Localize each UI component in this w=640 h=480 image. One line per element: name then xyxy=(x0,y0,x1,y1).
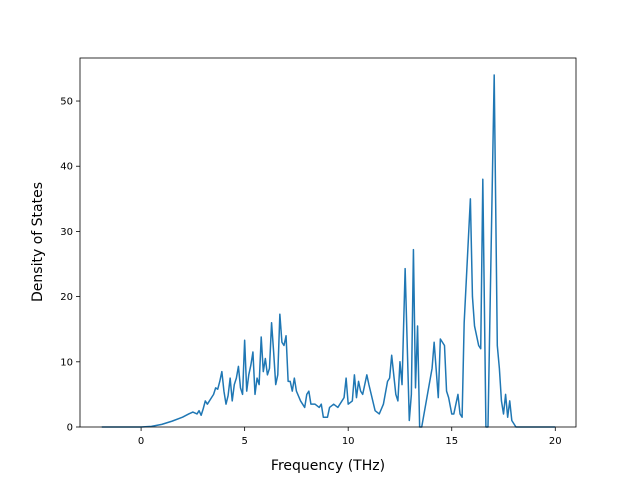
x-tick-label: 0 xyxy=(138,436,144,447)
x-tick-label: 20 xyxy=(549,436,562,447)
data-line xyxy=(101,74,556,428)
plot-frame xyxy=(79,57,577,428)
x-tick-label: 10 xyxy=(342,436,355,447)
x-tick-label: 15 xyxy=(445,436,458,447)
y-tick-label: 50 xyxy=(60,97,73,108)
x-axis-label: Frequency (THz) xyxy=(271,458,385,474)
y-tick-label: 20 xyxy=(60,292,73,303)
y-tick-label: 0 xyxy=(67,423,73,434)
y-axis-label: Density of States xyxy=(30,182,46,302)
x-tick-label: 5 xyxy=(241,436,247,447)
y-tick-label: 40 xyxy=(60,162,73,173)
y-tick-label: 10 xyxy=(60,357,73,368)
y-tick-label: 30 xyxy=(60,227,73,238)
